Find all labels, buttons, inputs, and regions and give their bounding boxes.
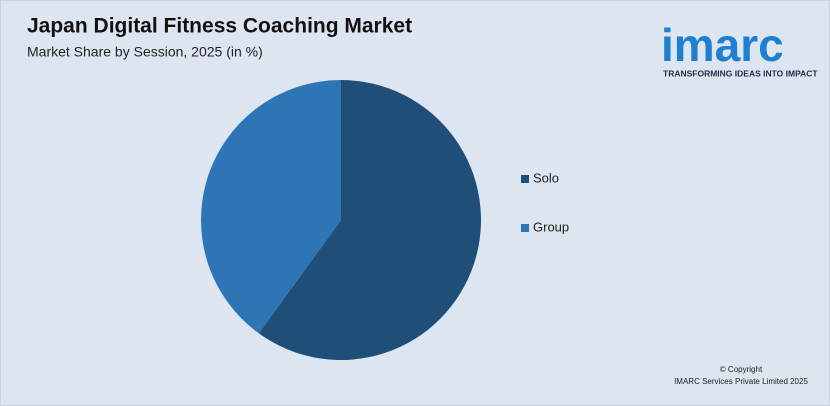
legend-label: Solo — [533, 170, 559, 185]
chart-title: Japan Digital Fitness Coaching Market — [27, 15, 412, 38]
legend-label: Group — [533, 219, 569, 234]
brand-tagline: TRANSFORMING IDEAS INTO IMPACT — [663, 68, 818, 78]
chart-subtitle: Market Share by Session, 2025 (in %) — [27, 44, 263, 60]
company: IMARC Services Private Limited 2025 — [674, 377, 808, 386]
pie-slice — [258, 80, 482, 360]
legend-swatch — [521, 175, 529, 183]
brand-logo: imarc — [661, 19, 784, 71]
pie-slice — [201, 80, 341, 334]
legend-swatch — [521, 224, 529, 232]
copyright: © Copyright — [720, 365, 763, 374]
